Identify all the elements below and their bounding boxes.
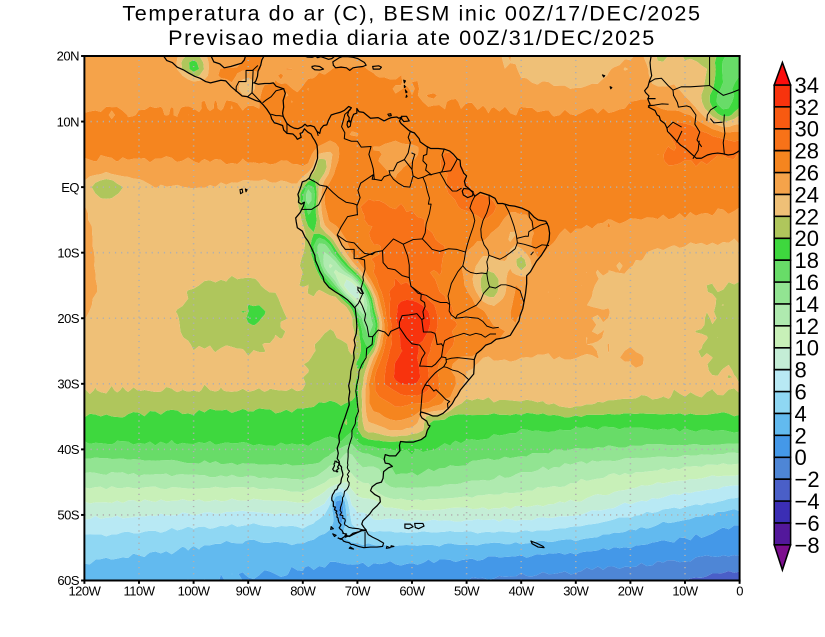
svg-text:EQ: EQ [61, 180, 79, 195]
svg-text:12: 12 [795, 314, 819, 339]
svg-text:20W: 20W [618, 583, 644, 598]
svg-text:24: 24 [795, 182, 819, 207]
svg-text:20N: 20N [57, 49, 79, 64]
svg-text:10S: 10S [57, 245, 79, 260]
svg-text:10W: 10W [672, 583, 698, 598]
svg-text:20S: 20S [57, 311, 79, 326]
svg-text:30: 30 [795, 117, 819, 142]
svg-text:6: 6 [795, 379, 807, 404]
svg-text:Previsao media diaria ate 00Z/: Previsao media diaria ate 00Z/31/DEC/202… [168, 25, 656, 50]
svg-text:80W: 80W [290, 583, 316, 598]
svg-text:26: 26 [795, 160, 819, 185]
svg-text:−8: −8 [795, 533, 820, 558]
svg-text:0: 0 [795, 445, 807, 470]
svg-text:−4: −4 [795, 489, 820, 514]
svg-text:8: 8 [795, 358, 807, 383]
svg-text:30W: 30W [563, 583, 589, 598]
svg-text:20: 20 [795, 226, 819, 251]
svg-text:40S: 40S [57, 442, 79, 457]
svg-text:34: 34 [795, 73, 819, 98]
svg-text:40W: 40W [509, 583, 535, 598]
svg-text:22: 22 [795, 204, 819, 229]
svg-text:120W: 120W [68, 583, 101, 598]
svg-text:50W: 50W [454, 583, 480, 598]
svg-text:2: 2 [795, 423, 807, 448]
svg-text:70W: 70W [345, 583, 371, 598]
svg-text:30S: 30S [57, 377, 79, 392]
svg-text:16: 16 [795, 270, 819, 295]
svg-text:4: 4 [795, 401, 807, 426]
svg-text:28: 28 [795, 139, 819, 164]
svg-text:110W: 110W [124, 583, 156, 598]
svg-text:50S: 50S [57, 508, 79, 523]
svg-text:0: 0 [736, 583, 743, 598]
svg-text:90W: 90W [236, 583, 262, 598]
svg-text:−6: −6 [795, 511, 820, 536]
svg-text:10N: 10N [57, 114, 79, 129]
svg-text:60S: 60S [57, 573, 79, 588]
svg-text:−2: −2 [795, 467, 820, 492]
svg-text:Temperatura do ar (C), BESM in: Temperatura do ar (C), BESM inic 00Z/17/… [122, 1, 701, 26]
svg-text:18: 18 [795, 248, 819, 273]
svg-text:32: 32 [795, 95, 819, 120]
svg-text:60W: 60W [399, 583, 425, 598]
svg-text:14: 14 [795, 292, 819, 317]
svg-text:100W: 100W [178, 583, 211, 598]
svg-text:10: 10 [795, 336, 819, 361]
